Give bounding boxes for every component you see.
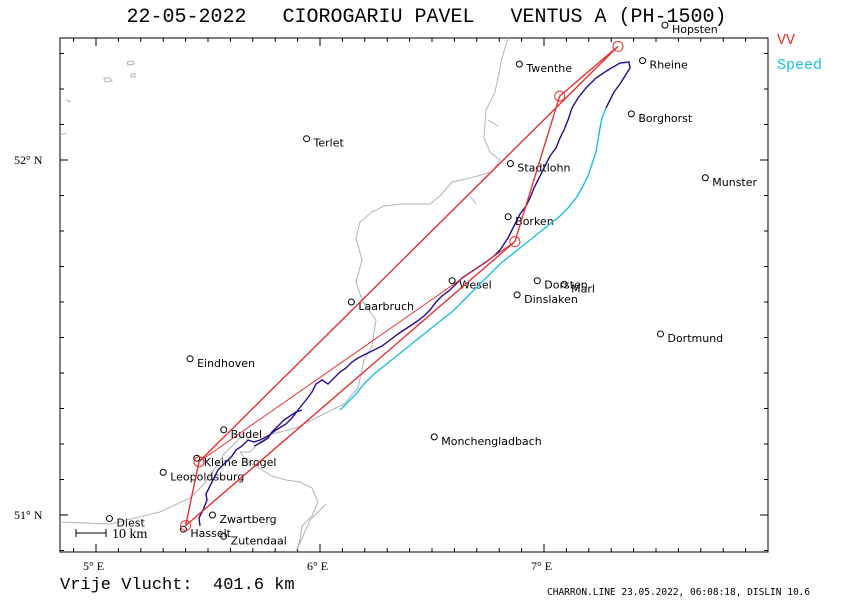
place-marker — [639, 57, 647, 65]
task-route-line — [198, 241, 516, 463]
lat-label: 52° N — [14, 153, 43, 167]
speed-trace-line — [339, 107, 607, 411]
flight-title: 22-05-2022 CIOROGARIU PAVEL VENTUS A (PH… — [126, 6, 727, 29]
place-marker — [220, 426, 228, 434]
flight-track-line — [198, 61, 631, 527]
map-frame — [59, 37, 769, 553]
place-marker — [661, 21, 669, 29]
place-label: Dinslaken — [524, 293, 578, 306]
place-label: Dorsten — [544, 279, 588, 292]
place-marker — [105, 515, 113, 523]
country-borders — [59, 37, 509, 553]
place-label: Rheine — [650, 59, 688, 72]
place-marker — [656, 330, 664, 338]
turnpoint-circle — [193, 456, 205, 468]
place-label: Munster — [712, 176, 757, 189]
place-marker — [159, 468, 167, 476]
place-label: Laarbruch — [358, 300, 414, 313]
place-label: Diest — [116, 517, 145, 530]
place-marker — [506, 160, 514, 168]
place-label: Terlet — [313, 137, 345, 150]
lon-label: 7° E — [531, 559, 552, 573]
axis-labels: 5° E 6° E 7° E 52° N 51° N — [14, 153, 552, 573]
free-flight-distance: Vrije Vlucht: 401.6 km — [60, 576, 295, 595]
turnpoint-circle — [612, 40, 624, 52]
place-label: Eindhoven — [197, 357, 255, 370]
place-marker — [208, 511, 216, 519]
place-label: Kleine Brogel — [204, 456, 277, 469]
place-label: Budel — [231, 428, 262, 441]
place-marker — [193, 454, 201, 462]
place-label: Dortmund — [667, 332, 723, 345]
place-label: Twenthe — [525, 62, 572, 75]
place-marker — [504, 213, 512, 221]
turnpoint-circle — [180, 520, 192, 532]
place-markers: HopstenRheineTwentheBorghorstTerletStadt… — [105, 21, 758, 547]
scale-label: 10 km — [112, 527, 148, 542]
scale-bar: 10 km — [75, 527, 148, 542]
place-label: Hasselt — [190, 527, 231, 540]
place-label: Leopoldsburg — [170, 470, 244, 483]
place-label: Zutendaal — [231, 534, 287, 547]
place-marker — [220, 532, 228, 540]
place-marker — [179, 525, 187, 533]
place-marker — [430, 433, 438, 441]
place-marker — [347, 298, 355, 306]
task-route-line — [184, 45, 619, 527]
map-ticks — [60, 38, 769, 552]
place-marker — [533, 277, 541, 285]
place-marker — [515, 60, 523, 68]
lon-label: 6° E — [307, 559, 328, 573]
place-marker — [513, 291, 521, 299]
place-label: Monchengladbach — [441, 435, 541, 448]
lon-label: 5° E — [83, 559, 104, 573]
legend-speed-label: Speed — [777, 57, 823, 74]
turnpoint-circles — [180, 40, 624, 532]
place-label: Borken — [515, 215, 554, 228]
place-marker — [560, 280, 568, 288]
place-marker — [186, 355, 194, 363]
flight-track — [198, 61, 631, 527]
place-marker — [448, 277, 456, 285]
place-label: Zwartberg — [219, 513, 276, 526]
place-label: Hopsten — [672, 23, 718, 36]
turnpoint-circle — [509, 236, 521, 248]
place-label: Marl — [571, 282, 595, 295]
place-marker — [303, 135, 311, 143]
place-label: Borghorst — [638, 112, 693, 125]
lat-label: 51° N — [14, 508, 43, 522]
place-marker — [627, 110, 635, 118]
legend-vv-label: VV — [777, 32, 796, 49]
place-marker — [701, 174, 709, 182]
footer-info: CHARRON.LINE 23.05.2022, 06:08:18, DISLI… — [547, 587, 811, 598]
flight-track-line — [253, 409, 303, 447]
speed-trace — [339, 107, 607, 411]
task-line — [184, 45, 619, 527]
turnpoint-circle — [554, 90, 566, 102]
